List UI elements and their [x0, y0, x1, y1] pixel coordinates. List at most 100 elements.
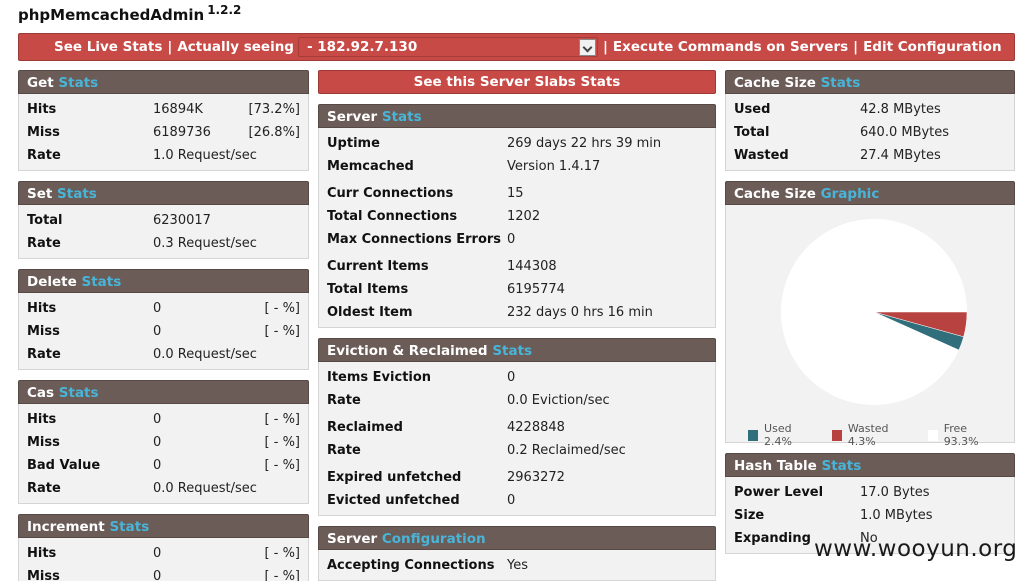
separator: |	[853, 39, 859, 55]
stat-value: 16894K	[153, 102, 203, 117]
stat-value: 0	[153, 324, 162, 339]
legend-label: Used 2.4%	[764, 422, 792, 448]
panel-header: Server Stats	[318, 104, 716, 128]
panel-body: Items Eviction 0 Rate 0.0 Eviction/sec Rec…	[318, 362, 716, 516]
stat-value: 0	[507, 370, 516, 385]
stat-label: Bad Value	[27, 458, 101, 473]
stat-label: Expanding	[734, 531, 811, 546]
stat-value: 17.0 Bytes	[860, 485, 930, 500]
stat-label: Power Level	[734, 485, 824, 500]
app-name: phpMemcachedAdmin	[18, 6, 205, 24]
stat-row: Hits 0 [ - %]	[27, 408, 300, 431]
left-column: Get Stats Hits 16894K [73.2%] Miss 6189736 […	[18, 70, 309, 581]
get-stats-panel: Get Stats Hits 16894K [73.2%] Miss 6189736 […	[18, 70, 309, 171]
panel-header: Cache Size Stats	[725, 70, 1015, 94]
stat-value: 1.0 Request/sec	[153, 148, 257, 163]
app-version: 1.2.2	[207, 3, 242, 17]
stat-label: Evicted unfetched	[327, 493, 460, 508]
stat-label: Rate	[27, 148, 61, 163]
panel-header: Eviction & Reclaimed Stats	[318, 338, 716, 362]
stat-row: Expanding No	[734, 527, 1006, 550]
separator: |	[167, 39, 173, 55]
server-select[interactable]: - 182.92.7.130	[297, 37, 598, 57]
stat-row: Miss 0 [ - %]	[27, 431, 300, 454]
panel-body: Used 42.8 MBytes Total 640.0 MBytes Wasted…	[725, 94, 1015, 171]
stat-label: Memcached	[327, 159, 414, 174]
panel-body: Hits 0 [ - %] Miss 0 [ - %] Rate 0.0 Request/…	[18, 293, 309, 370]
chevron-down-icon[interactable]	[578, 38, 596, 56]
stat-row: Used 42.8 MBytes	[734, 98, 1006, 121]
stat-value: 640.0 MBytes	[860, 125, 950, 140]
stat-label: Miss	[27, 125, 60, 140]
stat-label: Accepting Connections	[327, 558, 495, 573]
see-live-stats-link[interactable]: See Live Stats	[54, 39, 163, 55]
stat-label: Wasted	[734, 148, 789, 163]
stat-value: 0.0 Eviction/sec	[507, 393, 610, 408]
stat-row: Hits 0 [ - %]	[27, 542, 300, 565]
panel-header: Cache Size Graphic	[725, 181, 1015, 205]
stat-value: 42.8 MBytes	[860, 102, 941, 117]
stat-value: 0	[153, 412, 162, 427]
stat-percent: [ - %]	[264, 412, 300, 427]
stat-row: Power Level 17.0 Bytes	[734, 481, 1006, 504]
stat-row: Size 1.0 MBytes	[734, 504, 1006, 527]
stat-label: Items Eviction	[327, 370, 432, 385]
execute-commands-link[interactable]: Execute Commands on Servers	[612, 39, 849, 55]
delete-stats-panel: Delete Stats Hits 0 [ - %] Miss 0 [ - %] Rat…	[18, 269, 309, 370]
stat-value: 0.0 Request/sec	[153, 347, 257, 362]
stat-row: Oldest Item 232 days 0 hrs 16 min	[327, 301, 707, 324]
stat-label: Expired unfetched	[327, 470, 462, 485]
stat-value: 6189736	[153, 125, 211, 140]
legend-swatch	[927, 429, 938, 441]
stat-label: Rate	[327, 443, 361, 458]
stat-label: Hits	[27, 102, 57, 117]
legend-item-free: Free 93.3%	[927, 422, 1000, 448]
stat-label: Hits	[27, 301, 57, 316]
stat-percent: [73.2%]	[248, 102, 300, 117]
stat-value: 2963272	[507, 470, 565, 485]
panel-body: Hits 0 [ - %] Miss 0 [ - %]	[18, 538, 309, 581]
slabs-stats-button[interactable]: See this Server Slabs Stats	[318, 70, 716, 94]
stat-percent: [ - %]	[264, 301, 300, 316]
watermark: www.wooyun.org	[814, 536, 1018, 562]
stat-label: Rate	[27, 347, 61, 362]
stat-value: 0.0 Request/sec	[153, 481, 257, 496]
stat-label: Total	[734, 125, 770, 140]
legend-label: Wasted 4.3%	[847, 422, 889, 448]
stat-row: Total 6230017	[27, 209, 300, 232]
stat-percent: [ - %]	[264, 546, 300, 561]
stat-label: Rate	[327, 393, 361, 408]
stat-row: Total 640.0 MBytes	[734, 121, 1006, 144]
server-select-value: - 182.92.7.130	[306, 39, 418, 55]
stat-row: Wasted 27.4 MBytes	[734, 144, 1006, 167]
stat-label: Oldest Item	[327, 305, 413, 320]
stat-row: Rate 0.0 Eviction/sec	[327, 389, 707, 412]
panel-header: Server Configuration	[318, 526, 716, 550]
panel-header: Get Stats	[18, 70, 309, 94]
server-stats-panel: Server Stats Uptime 269 days 22 hrs 39 mi…	[318, 104, 716, 328]
separator: |	[602, 39, 608, 55]
stat-value: 27.4 MBytes	[860, 148, 941, 163]
stat-value: 15	[507, 186, 524, 201]
stat-percent: [ - %]	[264, 569, 300, 581]
stat-row: Rate 0.2 Reclaimed/sec	[327, 439, 707, 462]
stat-label: Miss	[27, 435, 60, 450]
stat-label: Rate	[27, 481, 61, 496]
legend-item-used: Used 2.4%	[748, 422, 818, 448]
hash-table-stats-panel: Hash Table Stats Power Level 17.0 Bytes S…	[725, 453, 1015, 554]
panel-body: Hits 0 [ - %] Miss 0 [ - %] Bad Value 0 [ - %]…	[18, 404, 309, 504]
edit-configuration-link[interactable]: Edit Configuration	[863, 39, 1002, 55]
stat-row: Memcached Version 1.4.17	[327, 155, 707, 178]
stat-row: Bad Value 0 [ - %]	[27, 454, 300, 477]
stat-label: Current Items	[327, 259, 429, 274]
cache-size-pie-chart	[781, 219, 968, 405]
stat-value: 144308	[507, 259, 557, 274]
stat-value: 1202	[507, 209, 541, 224]
eviction-stats-panel: Eviction & Reclaimed Stats Items Evictio…	[318, 338, 716, 516]
stat-label: Miss	[27, 324, 60, 339]
right-column: Cache Size Stats Used 42.8 MBytes Total 64…	[725, 70, 1015, 564]
stat-label: Used	[734, 102, 771, 117]
stat-value: Version 1.4.17	[507, 159, 601, 174]
stat-value: 0.3 Request/sec	[153, 236, 257, 251]
stat-row: Rate 0.3 Request/sec	[27, 232, 300, 255]
